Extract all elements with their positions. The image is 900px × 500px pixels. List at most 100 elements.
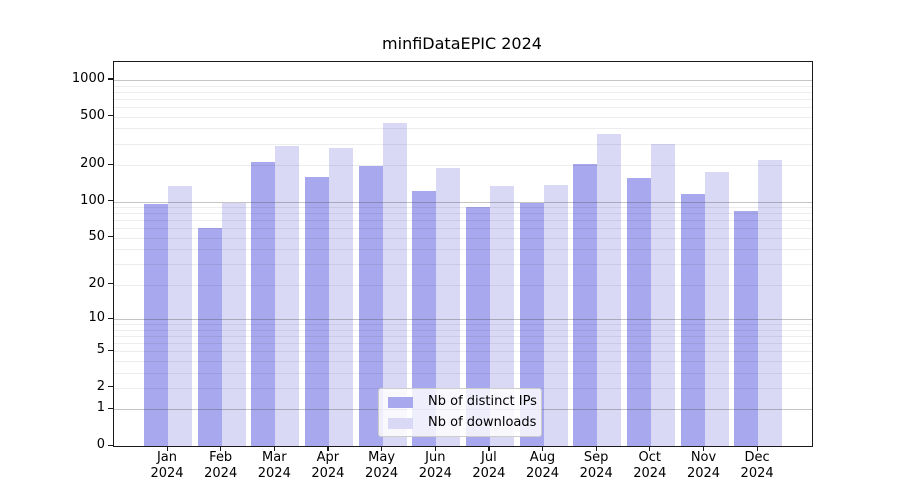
x-axis-tick-mark (649, 446, 651, 451)
x-tick-year: 2024 (740, 466, 774, 481)
bar-aug-downloads (543, 184, 568, 446)
x-tick-month: Aug (529, 450, 556, 465)
legend-label: Nb of downloads (428, 415, 537, 430)
x-axis-tick-label: May 2024 (350, 450, 414, 482)
x-axis-tick-label: Dec 2024 (725, 450, 789, 482)
x-tick-year: 2024 (311, 466, 345, 481)
legend-swatch-downloads (388, 417, 413, 429)
x-axis-tick-mark (327, 446, 329, 451)
x-tick-year: 2024 (525, 466, 560, 481)
bar-apr-downloads (328, 148, 353, 446)
y-axis-tick-label: 0 (96, 437, 105, 452)
x-axis-tick-label: Nov 2024 (672, 450, 736, 482)
gridline-minor (114, 91, 812, 93)
x-axis-tick-label: Sep 2024 (564, 450, 628, 482)
legend-label: Nb of distinct IPs (428, 394, 537, 409)
x-axis-tick-mark (756, 446, 758, 451)
y-axis-tick-mark (108, 236, 113, 238)
x-tick-year: 2024 (257, 466, 291, 481)
bar-jan-distinct-ips (144, 204, 168, 446)
x-tick-month: Feb (209, 450, 233, 465)
x-tick-year: 2024 (204, 466, 238, 481)
y-axis-tick-mark (108, 317, 113, 319)
bar-jan-downloads (168, 185, 192, 446)
legend-item: Nb of distinct IPs (387, 395, 537, 409)
x-tick-year: 2024 (686, 466, 721, 481)
legend-item: Nb of downloads (387, 415, 537, 430)
y-axis-tick-label: 500 (80, 107, 105, 123)
y-axis-tick-label: 50 (88, 228, 105, 244)
y-axis-tick-mark (108, 386, 113, 388)
chart-title: minfiDataEPIC 2024 (382, 34, 542, 53)
y-axis-tick-mark (108, 444, 113, 446)
x-tick-year: 2024 (633, 466, 667, 481)
x-axis-tick-mark (488, 446, 490, 451)
gridline-minor (114, 98, 812, 100)
x-tick-month: Dec (744, 450, 770, 465)
x-tick-month: Sep (583, 450, 609, 465)
x-axis-tick-label: Oct 2024 (618, 450, 682, 482)
bar-feb-downloads (221, 203, 246, 446)
bar-dec-distinct-ips (734, 211, 759, 446)
bar-oct-downloads (650, 143, 675, 446)
bar-oct-distinct-ips (626, 178, 651, 446)
x-axis-tick-label: Mar 2024 (242, 450, 306, 482)
x-axis-tick-label: Jan 2024 (135, 450, 199, 482)
y-axis-tick-mark (108, 349, 113, 351)
y-axis-tick-label: 100 (80, 192, 105, 208)
bar-sep-downloads (597, 134, 622, 446)
gridline-minor (114, 107, 812, 108)
x-tick-month: Jul (481, 450, 497, 465)
x-axis-tick-label: Jun 2024 (403, 450, 467, 482)
x-axis-tick-mark (595, 446, 597, 451)
gridline-minor (114, 128, 812, 130)
x-tick-month: Mar (262, 450, 287, 465)
x-axis-tick-mark (381, 446, 383, 451)
gridline-minor (114, 116, 812, 118)
x-tick-month: Jan (156, 450, 178, 465)
gridline-minor (114, 165, 812, 166)
x-axis-tick-mark (434, 446, 436, 451)
x-axis-tick-mark (220, 446, 222, 451)
bar-sep-distinct-ips (573, 163, 598, 446)
x-axis-tick-mark (273, 446, 275, 451)
gridline-minor (114, 143, 812, 145)
x-axis-tick-label: Apr 2024 (296, 450, 360, 482)
y-axis-tick-label: 5 (96, 342, 105, 358)
x-tick-month: Oct (638, 450, 662, 465)
x-axis-tick-mark (166, 446, 168, 451)
legend-swatch-distinct-ips (388, 396, 413, 408)
x-tick-month: Nov (690, 450, 717, 465)
x-tick-month: Apr (316, 450, 340, 465)
y-axis-tick-mark (108, 78, 113, 80)
y-axis-tick-label: 2 (96, 378, 105, 394)
y-axis-tick-label: 200 (80, 156, 105, 171)
x-tick-year: 2024 (418, 466, 452, 481)
y-axis-tick-label: 20 (88, 275, 105, 291)
x-tick-month: May (368, 450, 396, 465)
y-axis-tick-label: 1 (96, 400, 105, 416)
x-tick-year: 2024 (365, 466, 399, 481)
bar-apr-distinct-ips (304, 177, 329, 446)
x-tick-year: 2024 (472, 466, 506, 481)
x-axis-tick-mark (703, 446, 705, 451)
x-tick-year: 2024 (150, 466, 184, 481)
x-axis-tick-label: Feb 2024 (189, 450, 253, 482)
x-tick-month: Jun (425, 450, 446, 465)
y-axis-tick-mark (108, 407, 113, 409)
legend: Nb of distinct IPs Nb of downloads (378, 388, 542, 437)
y-axis-tick-mark (108, 163, 113, 165)
bar-nov-downloads (704, 172, 729, 446)
gridline-major (114, 79, 812, 81)
bar-mar-distinct-ips (251, 162, 276, 446)
gridline-minor (114, 85, 812, 87)
y-axis-tick-mark (108, 115, 113, 117)
x-axis-tick-mark (542, 446, 544, 451)
bar-nov-distinct-ips (680, 194, 705, 446)
y-axis-tick-label: 10 (88, 310, 105, 325)
x-axis-tick-label: Jul 2024 (457, 450, 521, 482)
y-axis-tick-label: 1000 (71, 70, 105, 86)
x-tick-year: 2024 (579, 466, 613, 481)
bar-dec-downloads (758, 160, 783, 446)
